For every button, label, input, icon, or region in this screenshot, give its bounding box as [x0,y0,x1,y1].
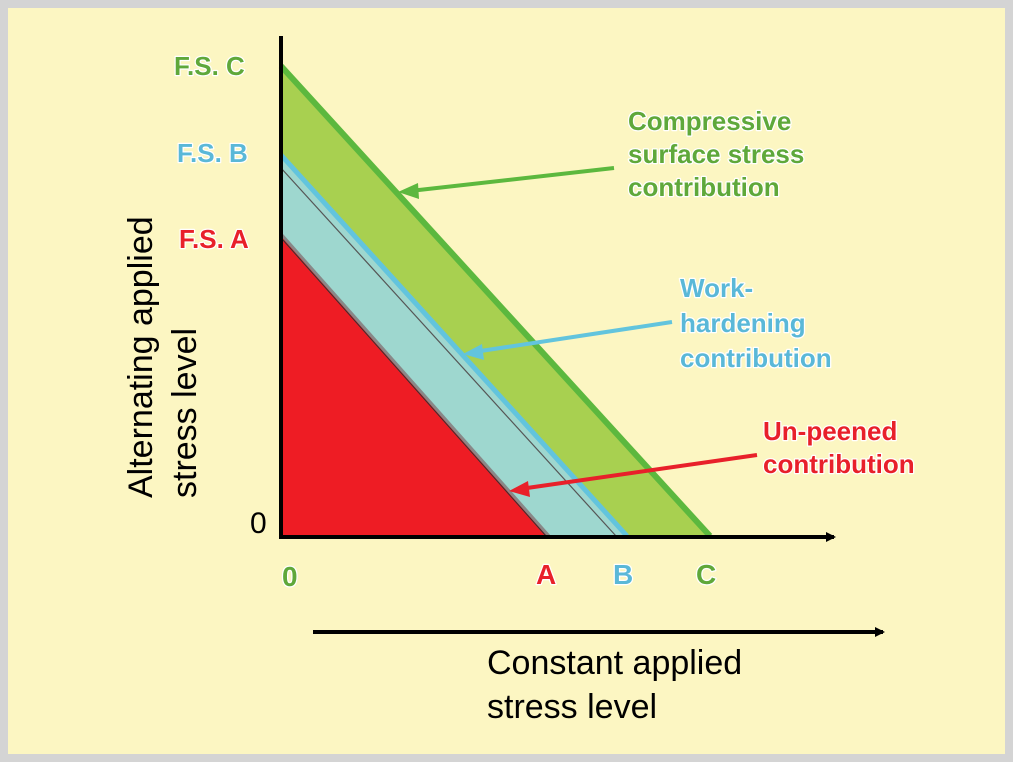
unpeened-inner-line [282,239,547,537]
work-annotation-line-3: contribution [680,343,832,373]
x-axis-title-line-1: Constant applied [487,644,742,682]
x-zero-label: 0 [282,561,298,592]
x-axis-title-line-2: stress level [487,688,657,726]
y-zero-label: 0 [250,507,267,540]
fs-b-label: F.S. B [177,138,248,168]
compressive-annotation-line-2: surface stress [628,139,804,169]
x-a-label: A [536,559,556,590]
unpeened-annotation-line-2: contribution [763,449,915,479]
y-axis-title: Alternating applied stress level [122,207,204,498]
unpeened-annotation: Un-peened contribution [763,416,915,479]
compressive-pointer-line [409,166,615,193]
y-axis-title-line-2: stress level [166,328,204,498]
unpeened-boundary-line [279,233,551,537]
x-axis-title: Constant applied stress level [487,644,752,726]
unpeened-annotation-line-1: Un-peened [763,416,897,446]
fs-c-label: F.S. C [174,51,245,81]
y-axis-title-line-1: Alternating applied [122,216,160,498]
unpeened-pointer-head [509,481,530,497]
work-annotation-line-1: Work- [680,273,753,303]
compressive-annotation-line-3: contribution [628,172,780,202]
unpeened-pointer-line [519,453,758,491]
compressive-annotation: Compressive surface stress contribution [628,106,812,202]
work-hardening-inner-line [280,167,617,537]
x-b-label: B [613,559,633,590]
compressive-annotation-line-1: Compressive [628,106,791,136]
x-c-label: C [696,559,716,590]
fs-a-label: F.S. A [179,224,249,254]
work-hardening-boundary-line [279,153,629,538]
work-annotation-line-2: hardening [680,308,806,338]
work-pointer-head [463,344,484,360]
compressive-boundary-line [278,63,713,539]
compressive-pointer-head [398,183,419,199]
work-pointer-line [473,320,673,354]
work-annotation: Work- hardening contribution [680,273,832,373]
